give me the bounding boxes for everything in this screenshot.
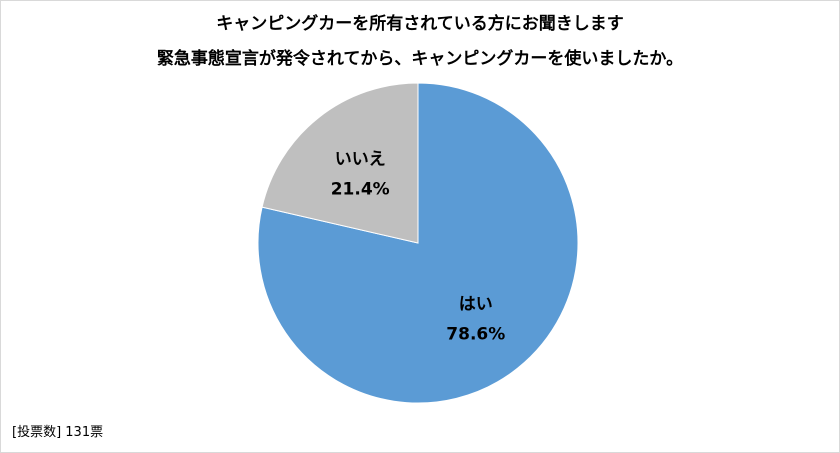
chart-title-line-1: キャンピングカーを所有されている方にお聞きします (216, 14, 624, 34)
vote-count-footnote: [投票数] 131票 (12, 425, 104, 440)
slice-category-label-2: いいえ (335, 149, 386, 169)
chart-title-line-2: 緊急事態宣言が発令されてから、キャンピングカーを使いましたか。 (156, 49, 684, 69)
slice-percent-label-1: 78.6% (446, 325, 505, 345)
slice-category-label-1: はい (459, 295, 493, 315)
pie-slice-2 (261, 82, 419, 244)
slice-percent-label-2: 21.4% (331, 179, 390, 199)
